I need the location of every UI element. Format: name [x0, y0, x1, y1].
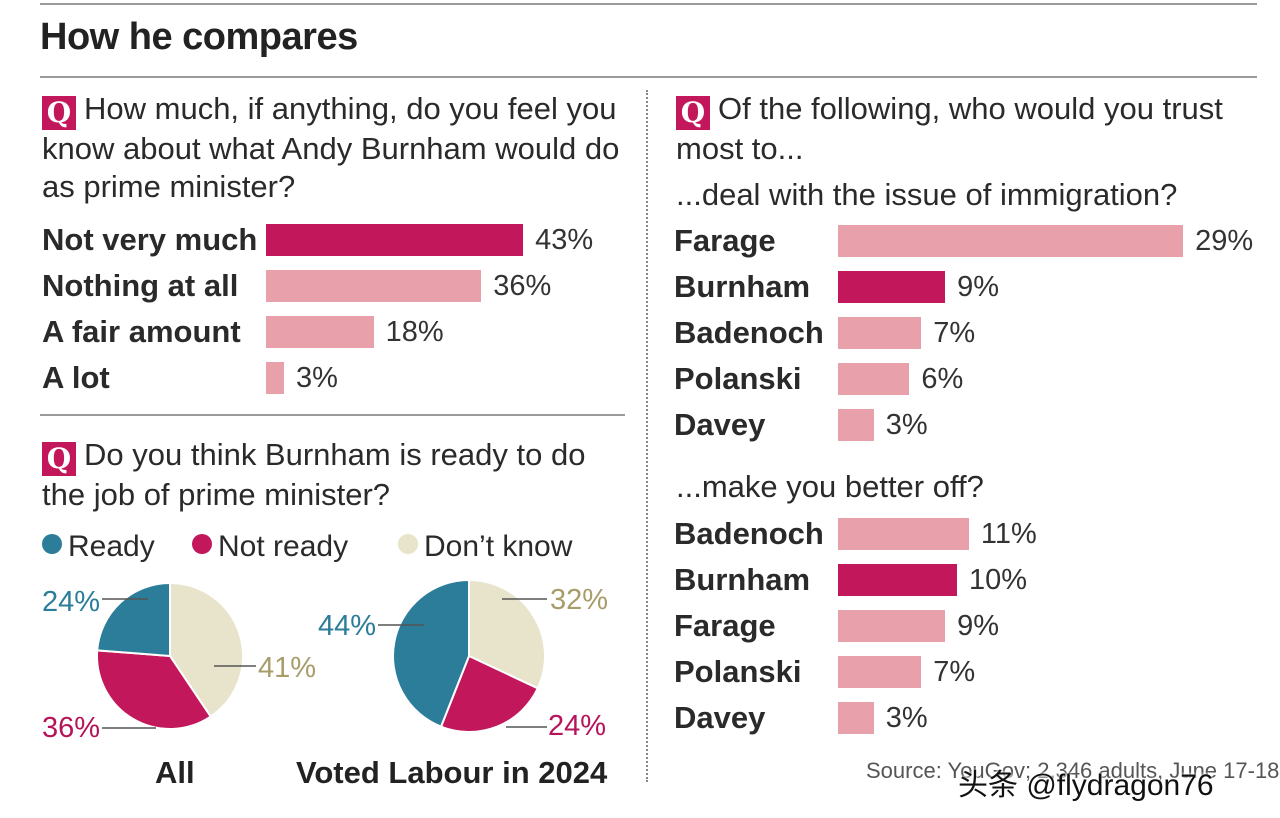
pie-slice-ready	[392, 578, 470, 728]
legend-swatch-not-ready	[192, 534, 212, 554]
legend-label-dont-know: Don’t know	[424, 530, 573, 563]
bar	[838, 363, 910, 395]
pie-slice-dont-know	[169, 581, 244, 719]
bar-value-label: 6%	[921, 363, 964, 395]
left-section-rule	[40, 414, 625, 416]
pie-slice-ready	[96, 581, 171, 658]
subquestion-better-off: ...make you better off?	[676, 469, 984, 504]
bar-label: Davey	[674, 700, 766, 735]
bar-value-label: 9%	[957, 610, 1000, 642]
bar-label: Burnham	[674, 269, 811, 304]
legend-swatch-dont-know	[398, 534, 418, 554]
pie-slice-not-ready	[96, 649, 213, 730]
page-title: How he compares	[40, 16, 358, 58]
pie-all-dont-know-pct: 41%	[258, 652, 317, 684]
column-divider	[646, 90, 648, 782]
legend-label-ready: Ready	[68, 530, 155, 563]
pie-labour-label: Voted Labour in 2024	[296, 755, 608, 790]
bar-value-label: 3%	[295, 362, 338, 394]
pie-labour-dont-know-pct: 32%	[550, 584, 609, 616]
bar-value-label: 18%	[385, 316, 444, 348]
bar-value-label: 9%	[957, 271, 1000, 303]
bar	[838, 518, 969, 550]
bar	[838, 271, 946, 303]
title-rule	[40, 76, 1257, 78]
subquestion-immigration: ...deal with the issue of immigration?	[676, 177, 1178, 212]
bar-label: Polanski	[674, 654, 802, 689]
bar-label: Farage	[674, 608, 776, 643]
bar-label: Badenoch	[674, 516, 824, 551]
question-icon: Q	[42, 96, 76, 130]
question-icon: Q	[42, 442, 76, 476]
question-ready: Q Do you think Burnham is ready to do the…	[42, 436, 622, 514]
pie-all-not-ready-pct: 36%	[42, 712, 101, 744]
bar-label: A fair amount	[42, 314, 241, 349]
bar	[266, 224, 524, 256]
pie-slice-not-ready	[439, 654, 540, 733]
bar-label: Not very much	[42, 222, 258, 257]
bar-value-label: 7%	[933, 656, 976, 688]
question-know-burnham: Q How much, if anything, do you feel you …	[42, 90, 632, 206]
bar-value-label: 29%	[1195, 225, 1254, 257]
bar-value-label: 11%	[980, 518, 1037, 550]
question-text: Of the following, who would you trust mo…	[676, 91, 1223, 166]
question-trust: Q Of the following, who would you trust m…	[676, 90, 1236, 168]
legend-dont-know: Don’t know	[398, 530, 572, 564]
pie-labour-not-ready-pct: 24%	[548, 710, 607, 742]
bar-label: Nothing at all	[42, 268, 239, 303]
pie-all-ready-pct: 24%	[42, 586, 101, 618]
pie-slice-dont-know	[468, 578, 546, 690]
bar-value-label: 3%	[885, 409, 928, 441]
bar-value-label: 7%	[933, 317, 976, 349]
bar-label: Burnham	[674, 562, 811, 597]
watermark: 头条 @flydragon76	[958, 769, 1214, 802]
bar	[838, 317, 922, 349]
bar	[838, 610, 946, 642]
bar-value-label: 10%	[969, 564, 1028, 596]
pie-labour-ready-pct: 44%	[318, 610, 377, 642]
bar-label: A lot	[42, 360, 110, 395]
bar-value-label: 3%	[885, 702, 928, 734]
source-note: Source: YouGov; 2,346 adults, June 17-18	[866, 758, 1280, 783]
bar-label: Badenoch	[674, 315, 824, 350]
bar	[266, 362, 284, 394]
legend-label-not-ready: Not ready	[218, 530, 349, 563]
pie-all-label: All	[155, 755, 195, 790]
question-text: How much, if anything, do you feel you k…	[42, 91, 620, 204]
bar	[266, 270, 482, 302]
top-rule	[40, 3, 1257, 5]
bar-value-label: 43%	[535, 224, 594, 256]
bar	[838, 409, 874, 441]
bar-label: Polanski	[674, 361, 802, 396]
bar	[838, 702, 874, 734]
bar	[266, 316, 374, 348]
bar-label: Davey	[674, 407, 766, 442]
bar	[838, 225, 1184, 257]
legend-ready: Ready	[42, 530, 155, 564]
legend-not-ready: Not ready	[192, 530, 348, 564]
bar	[838, 564, 957, 596]
legend-swatch-ready	[42, 534, 62, 554]
question-icon: Q	[676, 96, 710, 130]
bar-label: Farage	[674, 223, 776, 258]
question-text: Do you think Burnham is ready to do the …	[42, 437, 586, 512]
bar	[838, 656, 922, 688]
bar-value-label: 36%	[493, 270, 552, 302]
